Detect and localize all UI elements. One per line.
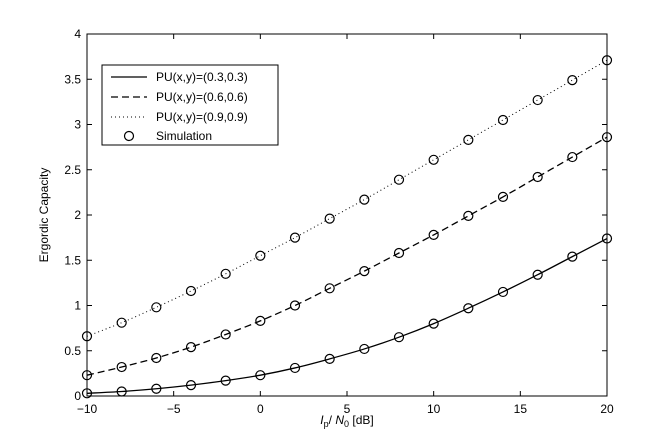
- legend-marker-simulation: [123, 130, 135, 142]
- simulation-point-s1-0: [81, 388, 93, 399]
- simulation-point-s3-6: [289, 232, 301, 243]
- y-tick-label: 4: [74, 27, 81, 41]
- x-axis-label-sub2: 0: [344, 419, 349, 429]
- simulation-point-s1-11: [463, 303, 474, 314]
- y-tick-label: 2.5: [64, 163, 81, 177]
- legend: PU(x,y)=(0.3,0.3) PU(x,y)=(0.6,0.6) PU(x…: [101, 64, 279, 146]
- simulation-point-s3-4: [220, 268, 231, 279]
- x-tick-label: −10: [77, 402, 98, 416]
- simulation-point-s2-3: [185, 342, 197, 353]
- simulation-point-s1-13: [532, 269, 543, 280]
- x-axis-label-slash: /: [329, 413, 333, 427]
- simulation-markers: [81, 55, 613, 399]
- y-tick-label: 1: [74, 299, 81, 313]
- simulation-point-s1-3: [185, 380, 197, 391]
- simulation-point-s3-2: [151, 302, 162, 313]
- simulation-point-s3-9: [393, 174, 405, 185]
- simulation-point-s3-5: [255, 250, 266, 261]
- x-axis-label-sub1: p: [324, 419, 329, 429]
- y-tick-label: 3.5: [64, 72, 81, 86]
- x-axis-label-symbol2: N: [335, 413, 344, 427]
- simulation-point-s3-1: [116, 317, 127, 328]
- simulation-point-s1-8: [359, 343, 370, 355]
- series-line-1: [86, 237, 608, 394]
- legend-label-series-1: PU(x,y)=(0.3,0.3): [156, 70, 248, 84]
- x-tick-label: 15: [514, 402, 528, 416]
- simulation-point-s2-10: [428, 229, 439, 241]
- simulation-point-s1-6: [289, 362, 301, 374]
- simulation-point-s2-4: [220, 329, 231, 340]
- x-tick-label: −5: [167, 402, 181, 416]
- x-tick-label: 0: [257, 402, 264, 416]
- simulation-point-s2-0: [81, 370, 93, 381]
- simulation-point-s2-13: [532, 171, 543, 183]
- y-tick-label: 1.5: [64, 253, 81, 267]
- simulation-point-s1-10: [428, 318, 439, 329]
- simulation-point-s3-0: [81, 331, 93, 342]
- legend-label-simulation: Simulation: [156, 129, 212, 143]
- simulation-point-s2-8: [359, 266, 370, 277]
- simulation-point-s2-2: [151, 352, 162, 364]
- simulation-point-s3-11: [463, 134, 474, 145]
- simulation-point-s1-15: [601, 233, 613, 244]
- x-tick-label: 10: [427, 402, 441, 416]
- x-axis-label-unit: [dB]: [352, 413, 373, 427]
- axis-ticks: −10 −5 0 5 10 15 20 0 0.5 1 1.5 2 2.5 3 3.5 4: [64, 27, 614, 416]
- simulation-point-s2-15: [601, 132, 613, 143]
- x-axis-label: Ip/ N0 [dB]: [320, 413, 373, 429]
- simulation-point-s3-12: [497, 114, 509, 126]
- y-axis-label: Ergordic Capacity: [37, 168, 51, 263]
- simulation-point-s2-6: [289, 300, 301, 311]
- simulation-point-s1-5: [255, 370, 266, 381]
- simulation-point-s2-7: [324, 283, 335, 294]
- legend-label-series-2: PU(x,y)=(0.6,0.6): [156, 90, 248, 104]
- simulation-point-s2-1: [116, 361, 127, 373]
- y-tick-label: 0: [74, 389, 81, 403]
- simulation-point-s2-5: [255, 315, 266, 326]
- simulation-point-s2-11: [463, 210, 474, 222]
- simulation-point-s2-12: [497, 191, 509, 202]
- x-tick-label: 20: [600, 402, 614, 416]
- simulation-point-s3-14: [567, 75, 578, 86]
- simulation-point-s1-4: [220, 375, 231, 386]
- x-tick-label: 5: [344, 402, 351, 416]
- legend-label-series-3: PU(x,y)=(0.9,0.9): [156, 110, 248, 124]
- simulation-point-s1-12: [497, 286, 509, 298]
- simulation-point-s1-9: [393, 332, 405, 343]
- y-tick-label: 2: [74, 208, 81, 222]
- simulation-point-s2-14: [567, 151, 578, 163]
- simulation-point-s3-10: [428, 154, 439, 165]
- simulation-point-s1-2: [151, 383, 162, 394]
- simulation-point-s3-15: [601, 55, 613, 66]
- y-tick-label: 3: [74, 118, 81, 132]
- simulation-point-s3-3: [185, 285, 197, 297]
- simulation-point-s2-9: [393, 247, 405, 259]
- simulation-point-s1-1: [116, 386, 127, 397]
- series-layer: [86, 59, 608, 394]
- y-tick-label: 0.5: [64, 344, 81, 358]
- simulation-point-s3-8: [359, 194, 370, 205]
- simulation-point-s3-7: [324, 213, 335, 224]
- simulation-point-s1-14: [567, 251, 578, 262]
- x-axis-label-symbol1: I: [320, 413, 324, 427]
- series-line-2: [86, 136, 608, 376]
- simulation-point-s3-13: [532, 94, 543, 106]
- simulation-point-s1-7: [324, 353, 335, 364]
